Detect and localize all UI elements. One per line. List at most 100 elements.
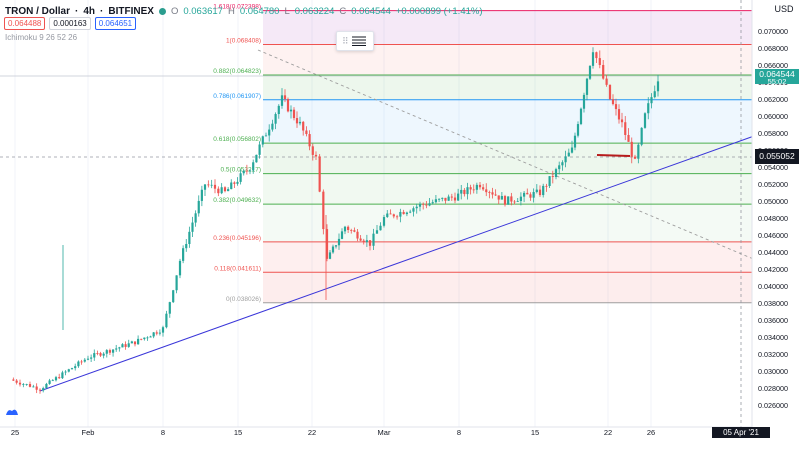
candle-body: [143, 337, 146, 340]
price-tick-label: 0.034000: [758, 333, 788, 342]
time-tick-label: 15: [531, 428, 539, 437]
candle-body: [127, 343, 130, 347]
candle-body: [415, 206, 418, 209]
last-price-tag: 0.064544 55:02: [755, 69, 799, 86]
candle-body: [579, 108, 583, 125]
candle-body: [51, 380, 54, 382]
candle-body: [591, 52, 595, 66]
candle-body: [643, 113, 647, 128]
candle-body: [178, 260, 182, 276]
symbol-title[interactable]: TRON / Dollar: [5, 6, 71, 17]
candle-body: [356, 231, 359, 239]
candle-body: [337, 238, 341, 246]
crosshair-price-tag: 0.055052: [755, 149, 799, 164]
candle-body: [422, 203, 425, 205]
candle-body: [239, 173, 242, 182]
candle-body: [353, 230, 356, 232]
candle-body: [12, 379, 15, 381]
candle-body: [22, 384, 25, 385]
candle-body: [35, 386, 38, 390]
candle-body: [650, 97, 653, 104]
candle-body: [220, 187, 223, 194]
candle-body: [585, 78, 589, 95]
candle-body: [620, 119, 624, 123]
candle-body: [292, 109, 296, 119]
time-tick-label: 8: [161, 428, 165, 437]
candle-body: [375, 230, 379, 234]
quote-boxes: 0.064488 0.000163 0.064651: [4, 17, 137, 30]
candle-body: [286, 99, 290, 112]
price-tick-label: 0.032000: [758, 350, 788, 359]
candle-body: [475, 184, 478, 190]
indicator-label[interactable]: Ichimoku 9 26 52 26: [5, 33, 78, 42]
candle-body: [172, 290, 175, 303]
candle-body: [42, 388, 45, 391]
candle-body: [322, 191, 325, 230]
ask-box[interactable]: 0.064651: [94, 17, 137, 30]
time-tick-label: 15: [234, 428, 242, 437]
candle-body: [115, 348, 118, 350]
candle-body: [200, 189, 203, 201]
candle-body: [450, 196, 453, 198]
candle-body: [80, 361, 83, 363]
exchange-label: BITFINEX: [108, 6, 154, 17]
candle-body: [611, 99, 615, 105]
drag-handle-icon[interactable]: ⠿: [342, 36, 349, 46]
candle-body: [437, 198, 441, 200]
candle-body: [108, 350, 112, 353]
candle-body: [74, 366, 77, 369]
fib-settings-icon[interactable]: [352, 36, 366, 46]
time-tick-label: 26: [647, 428, 655, 437]
candle-body: [382, 217, 386, 226]
candle-body: [67, 369, 70, 372]
candle-body: [564, 156, 567, 163]
candle-body: [561, 162, 564, 166]
candle-body: [111, 349, 115, 353]
crosshair-date-tag: 05 Apr '21 00:00: [712, 427, 770, 448]
candle-body: [182, 248, 185, 261]
spread-box: 0.000163: [49, 17, 91, 30]
candle-body: [595, 52, 598, 59]
candle-body: [503, 196, 507, 205]
candle-body: [386, 213, 389, 218]
candle-body: [328, 252, 332, 259]
fib-level-label: 0.618(0.056802): [213, 136, 261, 143]
candle-body: [58, 377, 61, 379]
currency-label[interactable]: USD: [774, 4, 794, 14]
candle-body: [491, 192, 494, 195]
candle-body: [70, 368, 74, 370]
candle-body: [389, 213, 392, 215]
candle-body: [325, 229, 329, 259]
candle-body: [90, 357, 93, 359]
candle-body: [653, 91, 656, 98]
candle-body: [130, 341, 133, 344]
candle-body: [248, 170, 252, 172]
price-tick-label: 0.052000: [758, 180, 788, 189]
drawing-toolbar[interactable]: ⠿: [336, 31, 374, 51]
candle-body: [38, 389, 42, 391]
time-tick-label: 25: [11, 428, 19, 437]
candle-body: [86, 358, 90, 360]
candle-body: [331, 246, 335, 253]
candle-body: [350, 229, 353, 231]
candle-body: [210, 184, 213, 186]
candle-body: [233, 182, 236, 184]
candle-body: [513, 201, 516, 203]
price-chart[interactable]: 1.618(0.072398) 1(0.068408) 0.882(0.064823…: [0, 0, 800, 438]
price-tick-label: 0.050000: [758, 197, 788, 206]
candle-body: [230, 182, 233, 190]
candle-body: [223, 187, 227, 192]
market-status-icon: [158, 8, 166, 15]
candle-body: [255, 154, 258, 163]
time-tick-label: 22: [604, 428, 612, 437]
candle-body: [567, 152, 570, 157]
price-tick-label: 0.026000: [758, 401, 788, 410]
candle-body: [431, 202, 434, 204]
bid-box[interactable]: 0.064488: [4, 17, 46, 30]
price-tick-label: 0.040000: [758, 282, 788, 291]
close-value: 0.064544: [351, 6, 391, 17]
price-tick-label: 0.038000: [758, 299, 788, 308]
candle-body: [340, 231, 344, 239]
open-value: 0.063617: [183, 6, 223, 17]
interval-label[interactable]: 4h: [83, 6, 96, 17]
